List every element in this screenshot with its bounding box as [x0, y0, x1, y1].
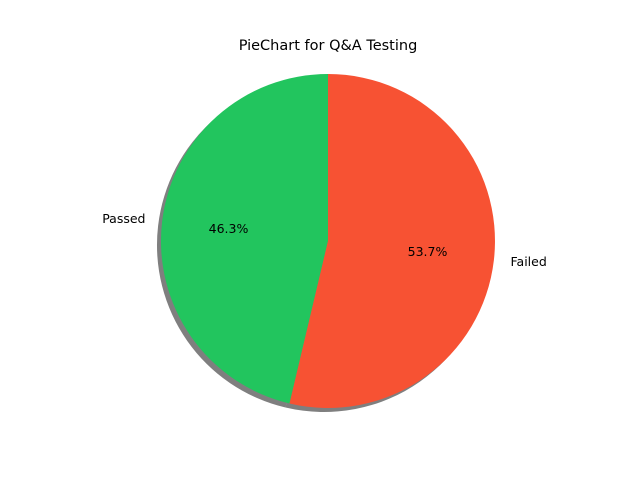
slice-label-passed: Passed	[102, 211, 145, 226]
pie-slice-failed	[289, 74, 495, 408]
slice-label-failed: Failed	[511, 254, 547, 269]
percent-label-passed: 46.3%	[209, 221, 249, 236]
percent-label-failed: 53.7%	[408, 244, 448, 259]
pie-slice-passed	[160, 73, 328, 404]
chart-title: PieChart for Q&A Testing	[239, 38, 418, 54]
